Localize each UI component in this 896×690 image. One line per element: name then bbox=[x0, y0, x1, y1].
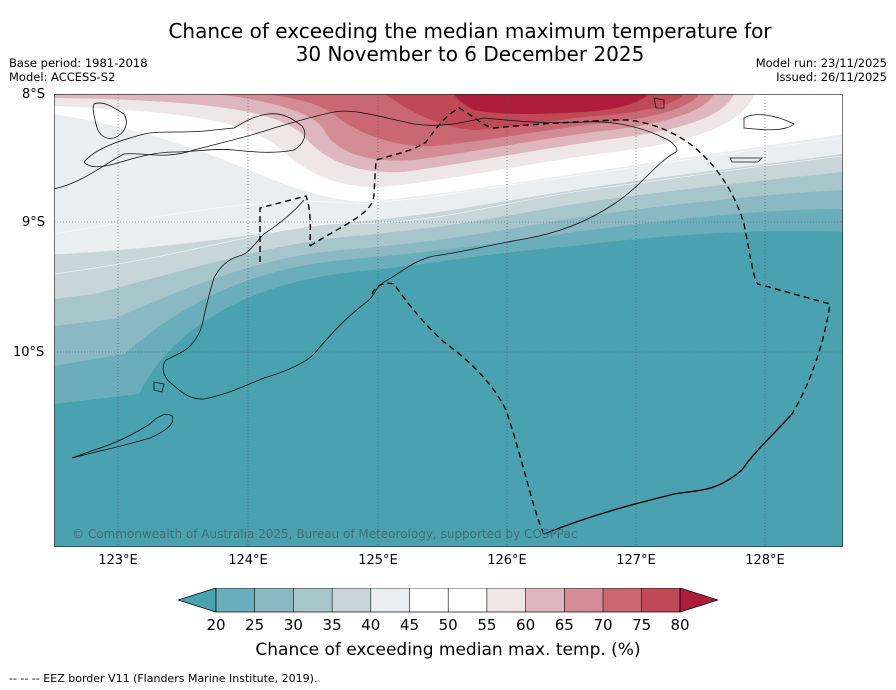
colorbar-dividers bbox=[254, 588, 643, 612]
savu-islet bbox=[153, 381, 165, 393]
wetar-island bbox=[743, 114, 795, 131]
lat-label-8s: 8°S bbox=[22, 87, 46, 102]
model-name: Model: ACCESS-S2 bbox=[9, 70, 116, 84]
lon-label-125e: 125°E bbox=[358, 553, 398, 568]
timor-south-coast bbox=[162, 151, 677, 400]
colorbar-tick-35: 35 bbox=[322, 616, 342, 634]
colorbar-tick-80: 80 bbox=[670, 616, 690, 634]
lat-label-10s: 10°S bbox=[13, 345, 45, 360]
small-island-east bbox=[653, 97, 665, 109]
colorbar-tick-65: 65 bbox=[554, 616, 574, 634]
meta-left: Base period: 1981-2018 Model: ACCESS-S2 bbox=[9, 56, 148, 84]
colorbar-bin-50 bbox=[448, 588, 487, 612]
colorbar-tick-70: 70 bbox=[593, 616, 613, 634]
graticule bbox=[54, 94, 843, 547]
lon-label-123e: 123°E bbox=[98, 553, 138, 568]
map-title: Chance of exceeding the median maximum t… bbox=[120, 20, 820, 66]
alor-island bbox=[83, 113, 306, 168]
colorbar-under-triangle bbox=[178, 588, 217, 613]
pantar-island bbox=[92, 102, 127, 139]
colorbar-bin-75 bbox=[641, 588, 680, 612]
map-frame bbox=[54, 94, 843, 547]
colorbar-tick-40: 40 bbox=[361, 616, 381, 634]
copyright-notice: © Commonwealth of Australia 2025, Bureau… bbox=[72, 527, 578, 541]
colorbar-over-triangle bbox=[679, 588, 718, 613]
lon-label-127e: 127°E bbox=[616, 553, 656, 568]
colorbar-bin-65 bbox=[564, 588, 603, 612]
issued-date: Issued: 26/11/2025 bbox=[776, 70, 887, 84]
colorbar-tick-25: 25 bbox=[245, 616, 265, 634]
lon-label-128e: 128°E bbox=[745, 553, 785, 568]
colorbar-tick-30: 30 bbox=[283, 616, 303, 634]
colorbar-tick-45: 45 bbox=[399, 616, 420, 634]
timor-north-coast bbox=[54, 110, 678, 190]
colorbar-bin-40 bbox=[370, 588, 410, 612]
eez-border bbox=[259, 107, 831, 535]
eez-legend-footer: -- -- -- EEZ border V11 (Flanders Marine… bbox=[9, 672, 318, 685]
colorbar-tick-60: 60 bbox=[516, 616, 536, 634]
colorbar-tick-20: 20 bbox=[206, 616, 226, 634]
colorbar-label: Chance of exceeding median max. temp. (%… bbox=[255, 640, 641, 660]
colorbar-bin-70 bbox=[603, 588, 642, 612]
atauro-island bbox=[729, 157, 763, 163]
colorbar-tick-55: 55 bbox=[477, 616, 497, 634]
meta-right: Model run: 23/11/2025 Issued: 26/11/2025 bbox=[756, 56, 887, 84]
probability-map bbox=[54, 94, 843, 547]
contour-lines bbox=[54, 137, 843, 275]
colorbar-bin-30 bbox=[293, 588, 333, 612]
colorbar-tick-75: 75 bbox=[632, 616, 652, 634]
colorbar-bin-45 bbox=[409, 588, 449, 612]
colorbar bbox=[178, 588, 718, 613]
lon-label-126e: 126°E bbox=[487, 553, 527, 568]
field-over-80 bbox=[454, 94, 649, 114]
coastlines bbox=[54, 97, 795, 459]
colorbar-bin-25 bbox=[254, 588, 294, 612]
colorbar-bin-55 bbox=[486, 588, 526, 612]
colorbar-bin-20 bbox=[216, 588, 255, 612]
model-run: Model run: 23/11/2025 bbox=[755, 56, 887, 70]
title-line-2: 30 November to 6 December 2025 bbox=[295, 42, 645, 66]
colorbar-tick-50: 50 bbox=[438, 616, 458, 634]
base-period: Base period: 1981-2018 bbox=[9, 56, 148, 70]
lon-label-124e: 124°E bbox=[228, 553, 268, 568]
rote-island bbox=[71, 414, 174, 459]
lat-label-9s: 9°S bbox=[22, 215, 46, 230]
title-line-1: Chance of exceeding the median maximum t… bbox=[168, 19, 772, 43]
colorbar-bin-60 bbox=[525, 588, 565, 612]
colorbar-bin-35 bbox=[332, 588, 371, 612]
